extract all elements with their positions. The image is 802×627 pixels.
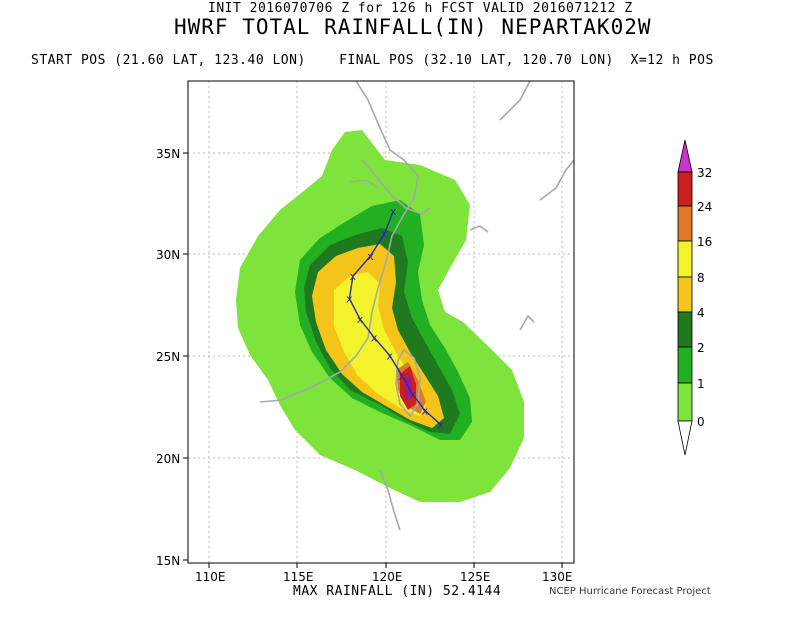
- track-point-marker: x: [350, 270, 357, 283]
- rainfall-legend: 32 24 16 8 4 2 1 0: [677, 139, 712, 456]
- legend-swatch-1-2: [677, 346, 693, 384]
- legend-label-8: 8: [697, 271, 705, 285]
- lon-label-115e: 115E: [283, 570, 314, 584]
- track-point-marker: x: [367, 250, 374, 263]
- lat-label-15n: 15N: [156, 554, 180, 568]
- legend-label-16: 16: [697, 235, 712, 249]
- lat-label-35n: 35N: [156, 147, 180, 161]
- lon-label-120e: 120E: [372, 570, 403, 584]
- track-point-marker: x: [357, 313, 364, 326]
- lat-label-30n: 30N: [156, 248, 180, 262]
- track-point-marker: x: [346, 293, 353, 306]
- lon-label-130e: 130E: [542, 570, 573, 584]
- lon-label-125e: 125E: [460, 570, 491, 584]
- track-point-marker: x: [409, 388, 416, 401]
- track-point-marker: x: [422, 404, 429, 417]
- legend-swatch-2-4: [677, 311, 693, 348]
- axis-ticks: [183, 152, 563, 568]
- max-rainfall-readout: MAX RAINFALL (IN) 52.4144: [293, 584, 502, 599]
- rain-band-32-plus: [404, 374, 412, 402]
- init-valid-line: INIT 2016070706 Z for 126 h FCST VALID 2…: [208, 1, 633, 16]
- lat-label-20n: 20N: [156, 452, 180, 466]
- track-point-marker: x: [371, 331, 378, 344]
- track-point-marker: x: [387, 350, 394, 363]
- map-title: HWRF TOTAL RAINFALL(IN) NEPARTAK02W: [174, 15, 652, 39]
- legend-arrow-bottom: [677, 420, 693, 456]
- map-frame: [187, 80, 575, 564]
- track-point-marker: x: [390, 205, 397, 218]
- legend-label-4: 4: [697, 306, 705, 320]
- legend-swatch-8-16: [677, 240, 693, 278]
- legend-swatch-0-1: [677, 382, 693, 422]
- lat-label-25n: 25N: [156, 350, 180, 364]
- track-point-marker: x: [399, 370, 406, 383]
- legend-label-2: 2: [697, 341, 705, 355]
- track-point-marker: x: [381, 228, 388, 241]
- track-point-marker: x: [437, 419, 444, 432]
- legend-swatch-24-32: [677, 171, 693, 207]
- legend-swatch-4-8: [677, 276, 693, 313]
- credit-line: NCEP Hurricane Forecast Project: [549, 586, 711, 597]
- legend-swatch-16-24: [677, 205, 693, 242]
- legend-label-0: 0: [697, 415, 705, 429]
- legend-label-1: 1: [697, 377, 705, 391]
- position-line: START POS (21.60 LAT, 123.40 LON) FINAL …: [31, 53, 714, 68]
- lon-label-110e: 110E: [195, 570, 226, 584]
- legend-label-32: 32: [697, 166, 712, 180]
- legend-label-24: 24: [697, 200, 712, 214]
- coastlines: [259, 81, 574, 531]
- legend-arrow-top: [677, 139, 693, 173]
